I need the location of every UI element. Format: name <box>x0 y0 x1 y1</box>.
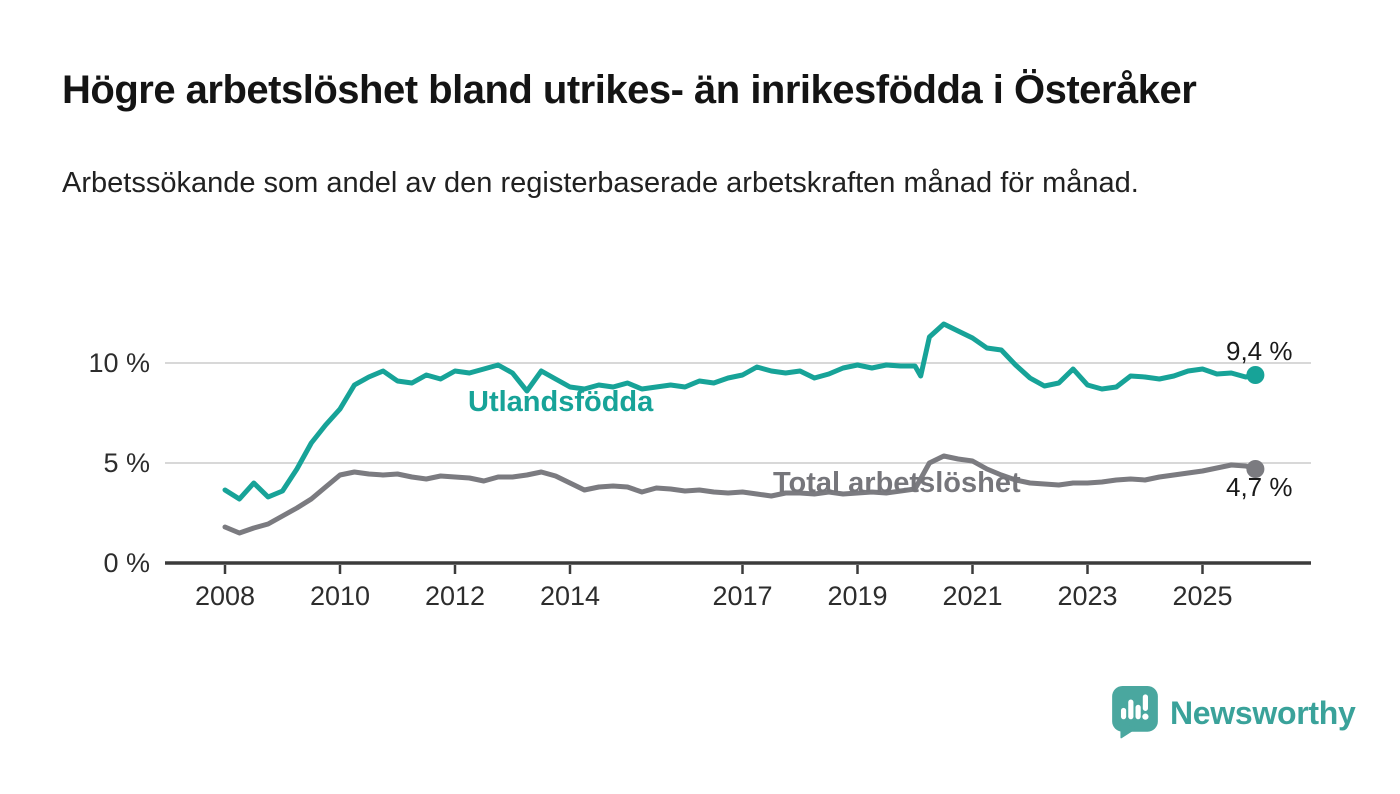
x-tick-label-2017: 2017 <box>712 581 772 611</box>
newsworthy-logo: Newsworthy <box>1112 686 1356 739</box>
series-end-dot-utlandsf-dda <box>1246 366 1265 384</box>
logo-bubble-tail <box>1120 723 1139 739</box>
logo-bars-icon <box>1120 694 1149 720</box>
end-value-label-utlandsfodda: 9,4 % <box>1226 336 1293 366</box>
x-tick-label-2025: 2025 <box>1172 581 1232 611</box>
chart-subtitle: Arbetssökande som andel av den registerb… <box>62 167 1139 199</box>
y-tick-label-10: 10 % <box>88 348 150 378</box>
series-end-dot-total-arbetsl-shet <box>1246 460 1265 478</box>
series-label-total-arbetsloshet: Total arbetslöshet <box>773 467 1021 499</box>
x-tick-label-2014: 2014 <box>540 581 600 611</box>
logo-bubble-shape <box>1112 686 1158 732</box>
series-line-utlandsf-dda <box>222 321 1258 502</box>
x-tick-label-2019: 2019 <box>827 581 887 611</box>
x-tick-label-2012: 2012 <box>425 581 485 611</box>
series-line-total-arbetsl-shet <box>222 453 1258 536</box>
y-tick-label-0: 0 % <box>103 548 150 578</box>
end-value-label-total: 4,7 % <box>1226 472 1293 502</box>
chart-title: Högre arbetslöshet bland utrikes- än inr… <box>62 68 1197 112</box>
x-tick-label-2023: 2023 <box>1057 581 1117 611</box>
x-tick-label-2010: 2010 <box>310 581 370 611</box>
newsworthy-wordmark: Newsworthy <box>1170 695 1356 731</box>
y-tick-label-5: 5 % <box>103 448 150 478</box>
newsworthy-logo-icon <box>1112 686 1158 739</box>
series-label-utlandsfodda: Utlandsfödda <box>468 386 654 418</box>
x-tick-label-2021: 2021 <box>942 581 1002 611</box>
x-tick-label-2008: 2008 <box>195 581 255 611</box>
